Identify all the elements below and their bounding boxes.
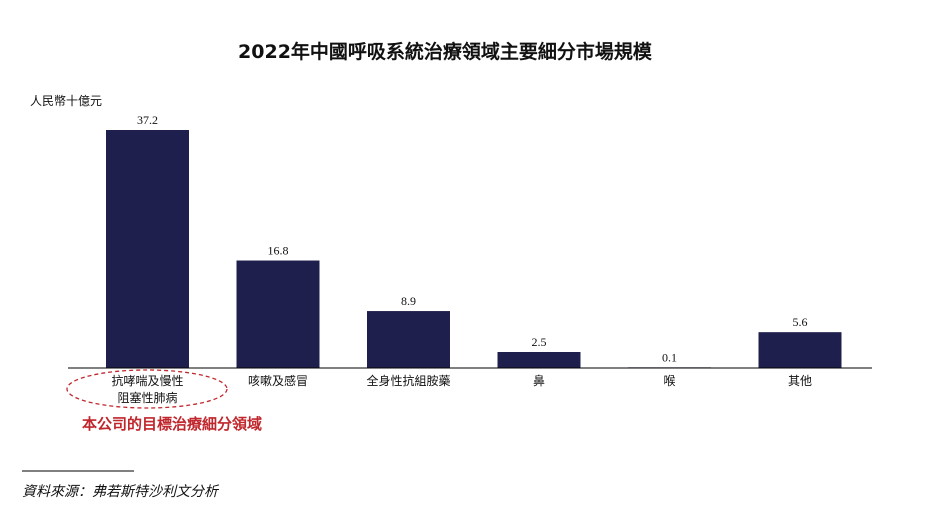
source-note: 資料來源：弗若斯特沙利文分析 <box>22 484 220 500</box>
value-labels-group: 37.2 16.8 8.9 2.5 0.1 5.6 <box>137 113 808 364</box>
category-label: 鼻 <box>533 373 545 388</box>
bars-group <box>106 130 842 368</box>
unit-label: 人民幣十億元 <box>30 94 102 108</box>
value-label: 16.8 <box>268 244 289 258</box>
value-label: 37.2 <box>137 113 158 127</box>
highlight-annotation: 本公司的目標治療細分領域 <box>82 415 262 433</box>
category-label: 抗哮喘及慢性 <box>111 373 183 388</box>
bar <box>497 352 581 368</box>
value-label: 8.9 <box>401 294 416 308</box>
value-label: 5.6 <box>793 315 808 329</box>
category-label: 阻塞性肺病 <box>117 390 177 405</box>
highlight-ellipse <box>66 369 228 409</box>
category-label: 其他 <box>788 374 812 388</box>
value-label: 2.5 <box>532 335 547 349</box>
category-label: 全身性抗組胺藥 <box>366 373 450 388</box>
value-label: 0.1 <box>662 350 677 364</box>
bar <box>367 311 450 368</box>
chart-title: 2022年中國呼吸系統治療領域主要細分市場規模 <box>238 40 653 63</box>
category-label: 咳嗽及感冒 <box>248 373 308 388</box>
bar <box>758 332 842 368</box>
category-label: 喉 <box>663 374 675 388</box>
bar <box>236 260 320 368</box>
bar <box>106 130 189 368</box>
